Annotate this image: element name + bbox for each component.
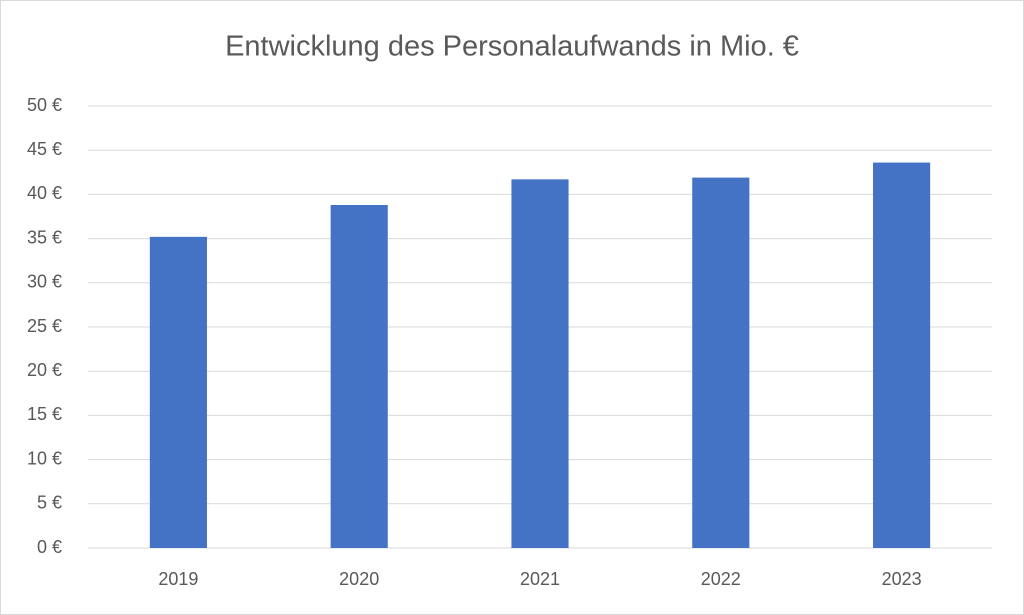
- y-tick-label: 35 €: [27, 227, 62, 247]
- y-tick-label: 10 €: [27, 448, 62, 468]
- bar: [330, 205, 388, 548]
- y-tick-label: 5 €: [37, 493, 62, 513]
- y-tick-label: 45 €: [27, 139, 62, 159]
- x-tick-label: 2022: [701, 569, 741, 589]
- bar: [692, 177, 750, 548]
- bar: [873, 162, 931, 549]
- x-tick-label: 2020: [339, 569, 379, 589]
- y-tick-label: 20 €: [27, 360, 62, 380]
- y-tick-label: 50 €: [27, 95, 62, 115]
- y-tick-label: 25 €: [27, 316, 62, 336]
- x-tick-label: 2021: [520, 569, 560, 589]
- x-tick-label: 2019: [158, 569, 198, 589]
- y-tick-label: 0 €: [37, 537, 62, 557]
- bar: [511, 179, 569, 548]
- y-tick-label: 30 €: [27, 272, 62, 292]
- x-tick-label: 2023: [882, 569, 922, 589]
- chart-title: Entwicklung des Personalaufwands in Mio.…: [225, 31, 799, 63]
- bar: [149, 236, 207, 548]
- y-tick-label: 40 €: [27, 183, 62, 203]
- y-tick-label: 15 €: [27, 404, 62, 424]
